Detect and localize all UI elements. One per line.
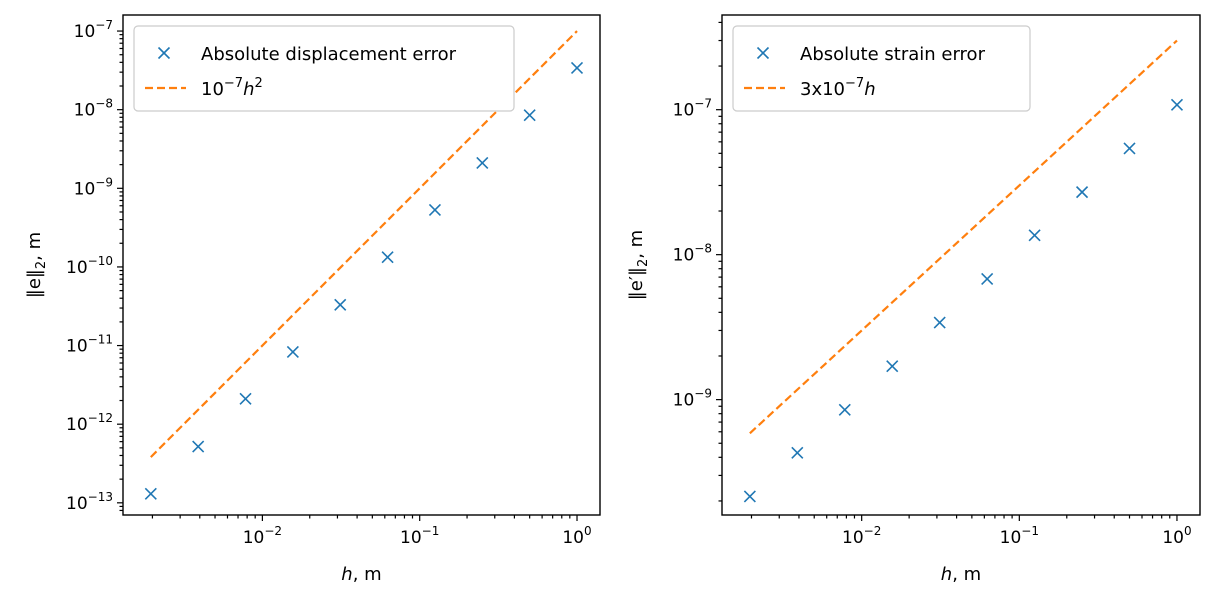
data-point bbox=[743, 490, 756, 503]
axes-frame bbox=[721, 14, 1201, 516]
data-point bbox=[428, 203, 442, 217]
legend-marker-icon bbox=[157, 46, 171, 60]
x-tick-label: 10−1​ bbox=[400, 524, 439, 548]
data-point bbox=[933, 316, 946, 329]
y-tick-label: 10−9​ bbox=[673, 387, 712, 411]
data-point bbox=[476, 156, 489, 170]
y-tick-label: 10−8​ bbox=[74, 97, 113, 121]
y-tick-label: 10−9​ bbox=[74, 175, 113, 199]
legend: Absolute displacement error 10−7h2 bbox=[133, 25, 515, 112]
y-axis-label: ‖e‖2, m bbox=[24, 232, 49, 298]
data-point bbox=[1028, 229, 1041, 242]
legend-label-reference: 10−7h2 bbox=[201, 76, 263, 100]
x-tick-label: 100​ bbox=[1162, 524, 1191, 548]
legend-label-series: Absolute displacement error bbox=[201, 44, 457, 65]
y-tick-label: 10−7​ bbox=[673, 97, 712, 121]
legend-label-series: Absolute strain error bbox=[800, 44, 986, 65]
y-tick-label: 10−10​ bbox=[66, 254, 113, 278]
x-axis-label: h, m bbox=[941, 564, 981, 585]
reference-line bbox=[150, 30, 578, 458]
data-point bbox=[791, 446, 804, 459]
data-point bbox=[570, 61, 584, 74]
data-point bbox=[886, 360, 899, 373]
legend-box bbox=[133, 25, 515, 112]
data-point bbox=[1170, 98, 1184, 111]
y-tick-label: 10−12​ bbox=[66, 411, 113, 435]
x-axis-label: h, m bbox=[341, 564, 381, 585]
data-point bbox=[144, 487, 157, 500]
data-point bbox=[838, 403, 851, 416]
reference-line bbox=[749, 39, 1178, 435]
x-tick-label: 10−1​ bbox=[1000, 524, 1039, 548]
legend-marker-icon bbox=[756, 46, 770, 60]
legend-label-reference: 3x10−7h bbox=[800, 76, 876, 100]
legend-box bbox=[732, 25, 1031, 112]
data-point bbox=[523, 109, 536, 122]
axes-frame bbox=[122, 14, 601, 516]
subplot-2: 10−2​ 10−1​ 100​ 10−9​ 10−8​ 10−7​ Absolute st… bbox=[626, 14, 1201, 585]
data-point bbox=[334, 298, 347, 311]
data-point bbox=[1123, 142, 1136, 155]
x-tick-label: 100​ bbox=[562, 524, 591, 548]
x-tick-label: 10−2​ bbox=[842, 524, 881, 548]
data-point bbox=[981, 272, 994, 286]
y-tick-label: 10−11​ bbox=[66, 333, 113, 357]
y-axis-label: ‖e′‖2, m bbox=[626, 230, 651, 300]
data-point bbox=[239, 392, 252, 405]
data-point bbox=[286, 345, 299, 358]
subplot-1: 10−2​ 10−1​ 100​ 10−13​ 10−12​ 10−11​ 10−10​ 10… bbox=[24, 14, 601, 585]
x-tick-label: 10−2​ bbox=[243, 524, 282, 548]
legend: Absolute strain error 3x10−7h bbox=[732, 25, 1031, 112]
data-point bbox=[192, 440, 205, 453]
y-tick-label: 10−7​ bbox=[74, 18, 113, 42]
data-point bbox=[1075, 186, 1089, 199]
y-tick-label: 10−8​ bbox=[673, 242, 712, 266]
y-tick-label: 10−13​ bbox=[66, 490, 113, 514]
data-point bbox=[381, 251, 394, 264]
